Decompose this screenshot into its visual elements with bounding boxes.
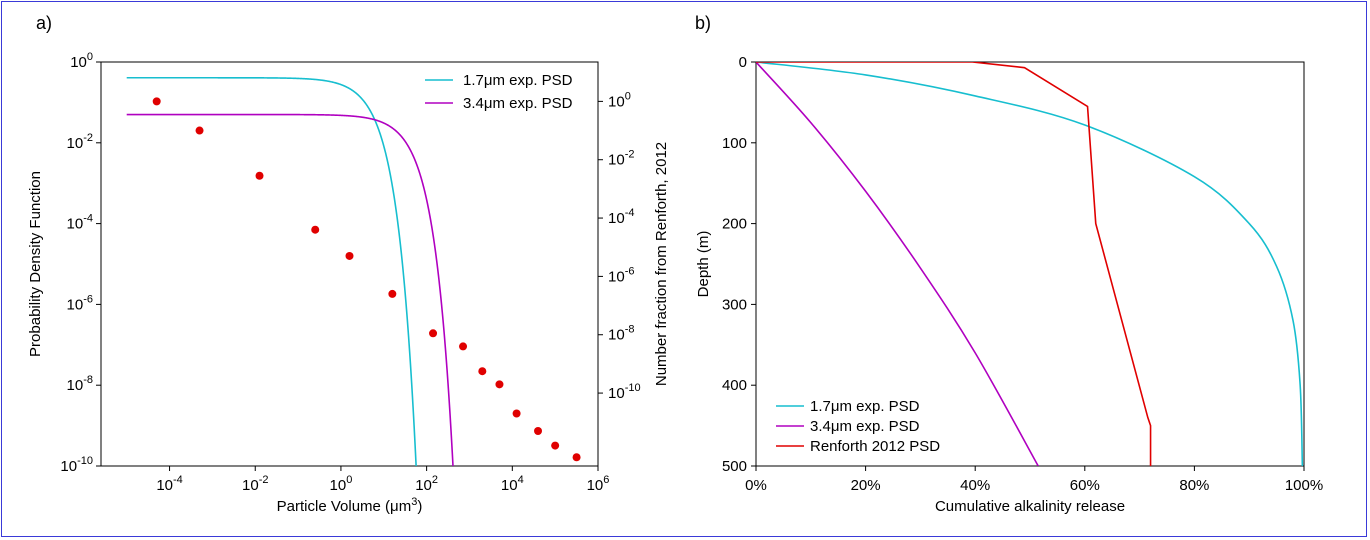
legend-label-a-0: 1.7μm exp. PSD [463,72,573,89]
scatter-point-a [255,171,264,180]
scatter-point-a [459,342,468,351]
scatter-point-a [551,441,560,450]
scatter-point-a [311,225,320,234]
x-tick-label-a: 100 [330,474,353,494]
chart-panel-b: 0% 20% 40% 60% 80% 100% 0 100 200 300 400 500 Cumula… [695,54,1323,515]
y2-tick-label-a: 10-10 [608,382,641,402]
y-tick-label-b: 400 [722,377,747,394]
y-tick-label-b: 100 [722,135,747,152]
y-tick-label-b: 300 [722,296,747,313]
y-tick-label-a: 10-6 [67,293,93,313]
x-axis-title-a: Particle Volume (μm3) [277,496,423,515]
y-tick-label-a: 10-4 [67,213,93,233]
panel-b-label: b) [695,13,711,33]
x-tick-label-b: 100% [1285,477,1323,494]
series-line-a-0 [126,76,417,466]
scatter-point-a [478,367,487,376]
y-tick-label-a: 10-10 [60,455,93,475]
y2-tick-label-a: 100 [608,90,631,110]
scatter-point-a [512,409,521,418]
y-tick-label-b: 0 [739,54,747,71]
plot-area-b [755,61,1305,467]
chart-panel-a: 10-4 10-2 100 102 104 106 100 10-2 10-4 10-6 10-8 1… [27,51,670,515]
y2-tick-label-a: 10-6 [608,265,634,285]
legend-label-b-1: 3.4μm exp. PSD [810,418,920,435]
legend-label-b-2: Renforth 2012 PSD [810,438,940,455]
y-tick-label-b: 500 [722,458,747,475]
scatter-point-a [534,426,543,435]
series-line-b-0 [756,62,1304,466]
series-line-a-1 [126,113,454,466]
y2-axis-title-a: Number fraction from Renforth, 2012 [653,142,670,386]
y2-tick-label-a: 10-4 [608,207,634,227]
scatter-point-a [195,126,204,135]
scatter-point-a [429,329,438,338]
x-tick-label-b: 60% [1070,477,1100,494]
series-line-b-2 [756,62,1152,466]
x-tick-label-b: 0% [745,477,767,494]
y2-tick-label-a: 10-2 [608,149,634,169]
scatter-point-a [495,380,504,389]
legend-label-a-1: 3.4μm exp. PSD [463,95,573,112]
x-tick-label-a: 104 [501,474,524,494]
y-tick-label-a: 10-2 [67,132,93,152]
series-line-b-1 [756,62,1039,466]
x-tick-label-b: 80% [1179,477,1209,494]
y-tick-label-b: 200 [722,216,747,233]
x-tick-label-b: 40% [960,477,990,494]
x-tick-label-a: 10-2 [242,474,268,494]
x-tick-label-a: 102 [415,474,438,494]
scatter-point-a [152,97,161,106]
plot-area-a [100,61,599,467]
legend-label-b-0: 1.7μm exp. PSD [810,398,920,415]
y2-tick-label-a: 10-8 [608,324,634,344]
panel-a-label: a) [36,13,52,33]
y-tick-label-a: 10-8 [67,374,93,394]
x-tick-label-a: 10-4 [156,474,182,494]
x-axis-title-b: Cumulative alkalinity release [935,498,1125,515]
scatter-point-a [345,251,354,260]
x-tick-label-a: 106 [587,474,610,494]
y-axis-title-a: Probability Density Function [27,171,44,357]
scatter-point-a [388,289,397,298]
scatter-point-a [572,453,581,462]
x-tick-label-b: 20% [851,477,881,494]
y-tick-label-a: 100 [70,51,93,71]
y-axis-title-b: Depth (m) [695,231,712,298]
